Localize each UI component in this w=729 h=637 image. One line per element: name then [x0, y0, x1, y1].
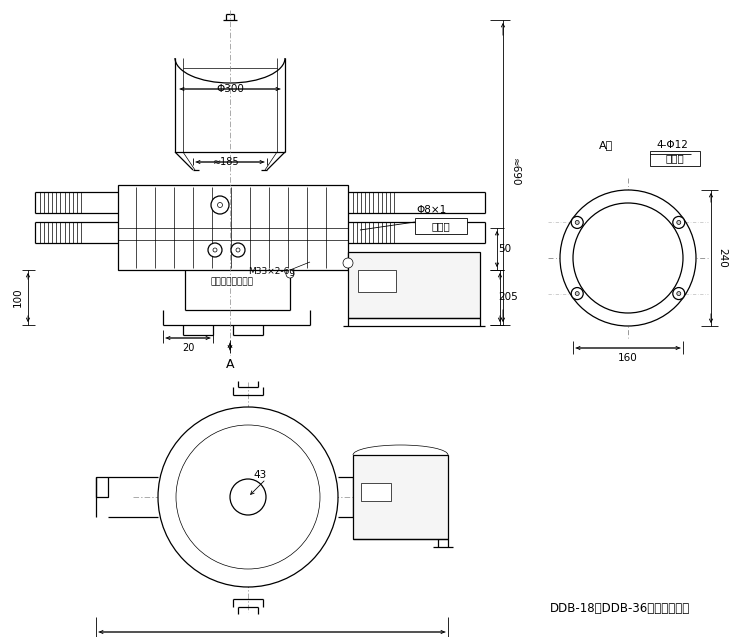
Text: 205: 205: [498, 292, 518, 303]
Text: 4-Φ12: 4-Φ12: [656, 140, 688, 150]
Circle shape: [176, 425, 320, 569]
Circle shape: [217, 203, 222, 208]
Circle shape: [575, 292, 580, 296]
Circle shape: [230, 479, 266, 515]
Text: 50: 50: [499, 244, 512, 254]
Circle shape: [158, 407, 338, 587]
Circle shape: [208, 243, 222, 257]
Text: M33×2-6g: M33×2-6g: [248, 268, 295, 276]
Text: Φ300: Φ300: [216, 84, 244, 94]
Bar: [358, 270, 396, 292]
Circle shape: [560, 190, 696, 326]
Circle shape: [572, 217, 583, 229]
Circle shape: [575, 220, 580, 224]
Circle shape: [236, 248, 240, 252]
Text: DDB-18、DDB-36型多点干油泵: DDB-18、DDB-36型多点干油泵: [550, 601, 690, 615]
Text: A: A: [226, 359, 234, 371]
Circle shape: [673, 217, 685, 229]
Circle shape: [343, 258, 353, 268]
Text: 安装孔: 安装孔: [666, 153, 685, 163]
Circle shape: [286, 270, 294, 278]
Text: 160: 160: [618, 353, 638, 363]
Bar: [415, 218, 467, 234]
Circle shape: [231, 243, 245, 257]
Circle shape: [572, 287, 583, 299]
Circle shape: [213, 248, 217, 252]
Circle shape: [573, 203, 683, 313]
Circle shape: [677, 292, 681, 296]
Text: 240: 240: [717, 248, 727, 268]
Circle shape: [677, 220, 681, 224]
Bar: [650, 151, 700, 166]
Bar: [118, 185, 348, 270]
Bar: [348, 252, 480, 318]
Text: 连接管: 连接管: [432, 221, 451, 231]
Bar: [353, 455, 448, 539]
Text: ≈185: ≈185: [213, 157, 239, 167]
Text: 20: 20: [182, 343, 194, 353]
Circle shape: [673, 287, 685, 299]
Text: ≈690: ≈690: [510, 158, 520, 186]
Bar: [96, 477, 108, 497]
Text: A向: A向: [599, 140, 613, 150]
Bar: [361, 483, 391, 501]
Circle shape: [211, 196, 229, 214]
Text: 加油口（外螺纹）: 加油口（外螺纹）: [211, 278, 254, 287]
Text: 43: 43: [254, 470, 267, 480]
Text: Φ8×1: Φ8×1: [417, 205, 447, 215]
Text: 100: 100: [13, 288, 23, 307]
